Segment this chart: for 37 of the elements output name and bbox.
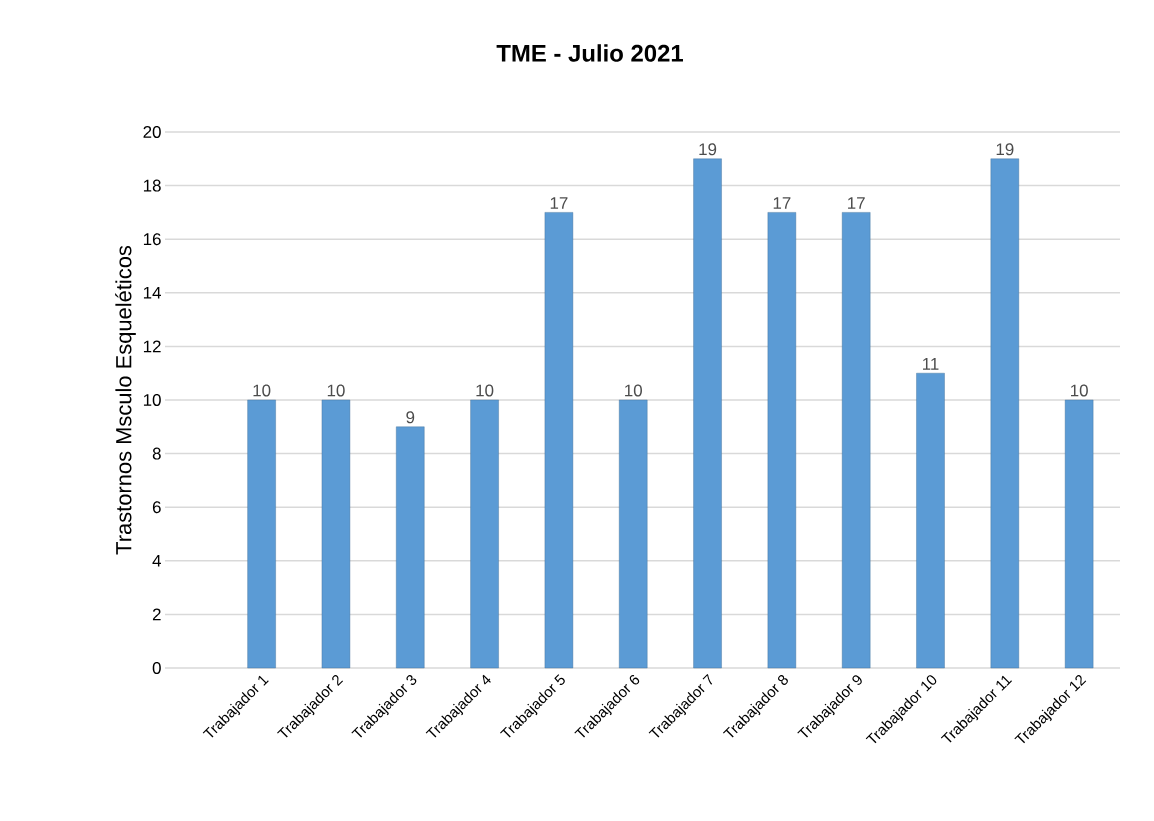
bar [916, 372, 945, 669]
bar [1064, 399, 1094, 669]
bar [321, 399, 351, 669]
bar [247, 399, 276, 669]
data-label: 19 [996, 143, 1014, 156]
y-tick-label: 4 [152, 554, 161, 567]
y-tick-label: 16 [143, 233, 161, 246]
data-label: 10 [476, 384, 494, 397]
data-label: 10 [1071, 384, 1088, 397]
data-label: 11 [923, 358, 939, 370]
data-label: 17 [773, 197, 791, 209]
bar [767, 212, 797, 669]
data-label: 10 [327, 384, 345, 397]
data-label: 10 [253, 384, 271, 397]
bar [470, 399, 499, 669]
y-tick-label: 2 [152, 608, 161, 621]
y-tick-label: 8 [152, 447, 161, 460]
y-tick-label: 14 [143, 286, 161, 299]
data-label: 17 [550, 197, 568, 209]
bar [396, 426, 425, 669]
data-label: 10 [625, 384, 642, 397]
y-tick-label: 12 [143, 340, 161, 353]
y-tick-label: 10 [143, 393, 161, 406]
y-tick-label: 18 [143, 179, 161, 192]
chart-title: TME - Julio 2021 [496, 44, 683, 62]
bar [841, 212, 871, 669]
y-tick-label: 6 [152, 501, 161, 514]
bar [990, 158, 1020, 669]
y-tick-label: 20 [143, 125, 161, 138]
bar [693, 158, 722, 669]
y-axis-title: Trastornos Msculo Esqueléticos [115, 245, 136, 555]
data-label: 17 [848, 197, 865, 209]
data-label: 19 [699, 143, 717, 156]
bar [544, 212, 574, 669]
bar [619, 399, 648, 669]
y-tick-label: 0 [152, 661, 161, 674]
data-label: 9 [406, 411, 415, 424]
